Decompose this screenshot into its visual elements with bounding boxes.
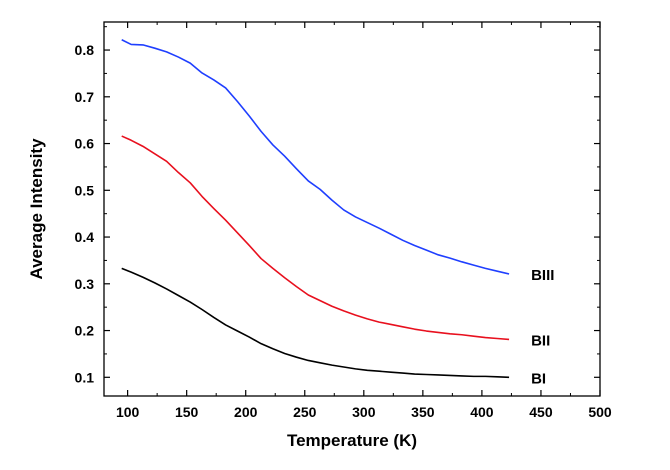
y-axis: 0.1 0.2 0.3 0.4 0.5 0.6 0.7 0.8	[75, 26, 600, 385]
y-tick-label: 0.4	[75, 229, 95, 245]
x-tick-label: 300	[352, 404, 376, 420]
x-tick-label: 200	[234, 404, 258, 420]
series-label-biii: BIII	[531, 267, 554, 284]
y-tick-label: 0.2	[75, 323, 95, 339]
plot-frame	[103, 21, 601, 397]
y-tick-label: 0.8	[75, 42, 95, 58]
x-tick-label: 350	[411, 404, 435, 420]
x-axis-title: Temperature (K)	[287, 431, 417, 450]
y-tick-label: 0.1	[75, 369, 95, 385]
x-tick-label: 400	[470, 404, 494, 420]
x-tick-label: 250	[293, 404, 317, 420]
series-lines	[121, 39, 510, 379]
x-axis: 100 150 200 250 300 350 400 450 500	[116, 22, 612, 420]
series-labels: BIII BII BI	[531, 267, 554, 387]
x-tick-label: 500	[588, 404, 612, 420]
series-line-bi	[121, 267, 510, 379]
y-tick-label: 0.5	[75, 182, 95, 198]
x-tick-label: 450	[529, 404, 553, 420]
y-tick-label: 0.7	[75, 89, 95, 105]
y-axis-title: Average Intensity	[27, 138, 46, 280]
y-tick-label: 0.3	[75, 276, 95, 292]
series-label-bii: BII	[531, 332, 550, 349]
series-line-bii	[121, 135, 510, 341]
series-label-bi: BI	[531, 370, 546, 387]
series-line-biii	[121, 39, 510, 275]
y-tick-label: 0.6	[75, 136, 95, 152]
x-tick-label: 100	[116, 404, 140, 420]
x-tick-label: 150	[175, 404, 199, 420]
